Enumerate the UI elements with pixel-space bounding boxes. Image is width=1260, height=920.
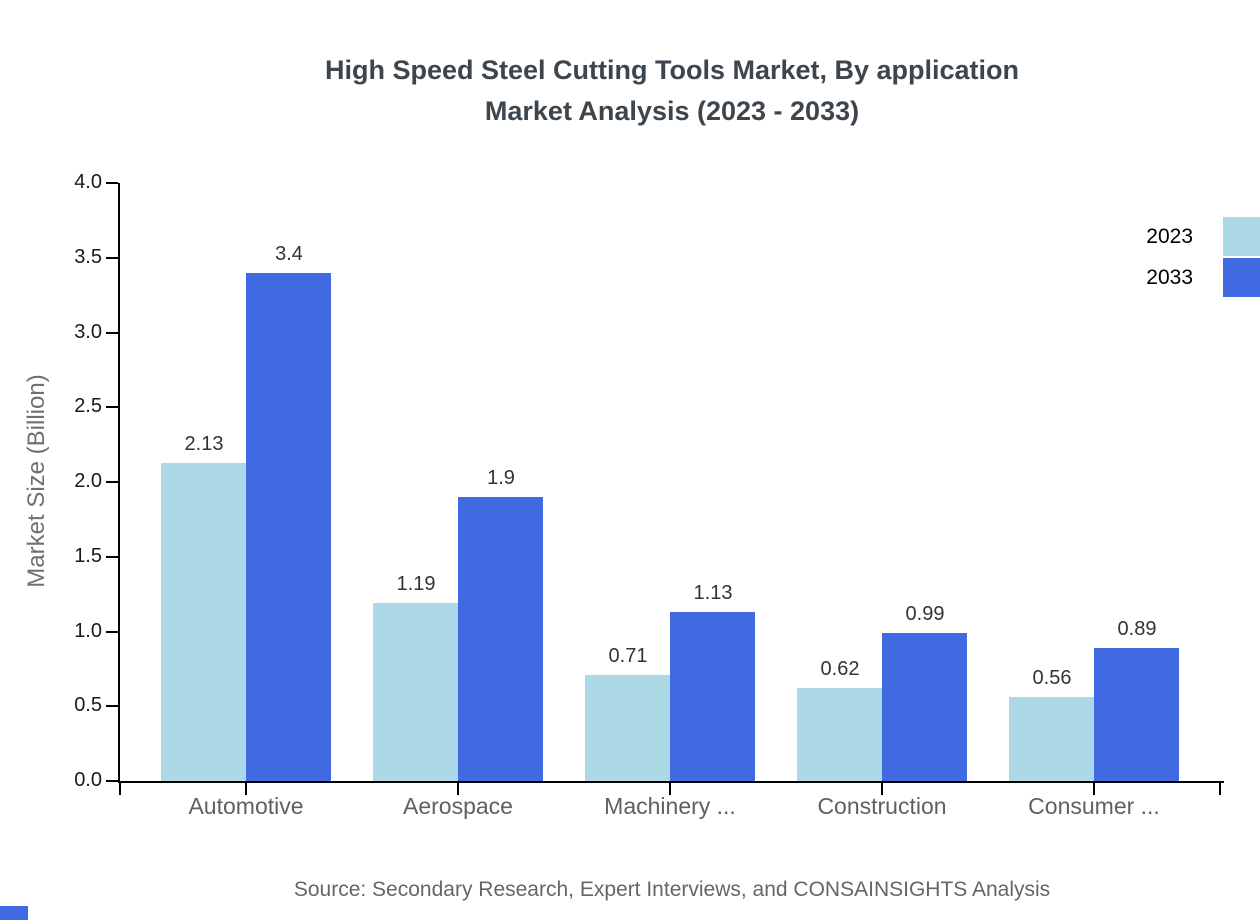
y-tick-label: 1.5	[74, 544, 102, 567]
category-label: Machinery ...	[604, 793, 736, 819]
y-tick-label: 0.5	[74, 694, 102, 717]
bar-2033-aerospace	[458, 497, 543, 781]
bar-2033-automotive	[246, 273, 331, 781]
bar-2033-consumer	[1094, 648, 1179, 781]
y-tick-label: 3.5	[74, 245, 102, 268]
bar-2023-machinery	[585, 675, 670, 781]
bar-2023-construction	[797, 688, 882, 781]
bar-value-label: 2.13	[184, 433, 224, 455]
corner-accent-mark	[0, 906, 28, 920]
y-tick-label: 2.5	[74, 395, 102, 418]
bar-2023-aerospace	[373, 603, 458, 781]
bar-value-label: 1.13	[693, 582, 733, 604]
x-tick	[457, 783, 459, 795]
y-tick	[106, 780, 118, 782]
x-axis-line	[118, 781, 1224, 783]
bar-2023-consumer	[1009, 697, 1094, 781]
bar-value-label: 1.19	[396, 573, 436, 595]
y-tick-label: 3.0	[74, 320, 102, 343]
bar-value-label: 1.9	[487, 467, 515, 489]
y-tick	[106, 406, 118, 409]
y-tick	[106, 182, 118, 184]
bar-2023-automotive	[161, 463, 246, 781]
bar-value-label: 0.89	[1117, 618, 1157, 640]
chart-title-line1: High Speed Steel Cutting Tools Market, B…	[324, 55, 1020, 85]
x-tick	[1093, 783, 1095, 795]
bar-2033-machinery	[670, 612, 755, 781]
x-tick	[119, 783, 121, 795]
y-tick-label: 1.0	[74, 619, 102, 642]
y-tick	[106, 555, 118, 558]
legend-row-2033: 2033	[1146, 258, 1260, 297]
x-tick	[669, 783, 671, 795]
legend-label-2023: 2023	[1146, 224, 1193, 248]
y-tick-label: 4.0	[74, 171, 102, 193]
y-tick	[106, 256, 118, 259]
bar-value-label: 0.62	[820, 658, 860, 680]
bar-value-label: 3.4	[275, 243, 303, 265]
legend-swatch-2033	[1223, 258, 1260, 297]
chart-title: High Speed Steel Cutting Tools Market, B…	[120, 50, 1224, 132]
bar-value-label: 0.71	[608, 645, 648, 667]
bar-2033-construction	[882, 633, 967, 781]
bar-value-label: 0.56	[1032, 667, 1072, 689]
source-note: Source: Secondary Research, Expert Inter…	[293, 878, 1051, 901]
legend-swatch-2023	[1223, 217, 1260, 256]
bar-value-label: 0.99	[905, 603, 945, 625]
y-tick-label: 2.0	[74, 470, 102, 492]
y-tick	[106, 705, 118, 708]
x-tick	[881, 783, 883, 795]
category-label: Construction	[817, 793, 947, 819]
category-label: Automotive	[188, 793, 304, 819]
x-tick	[245, 783, 247, 795]
category-label: Aerospace	[403, 793, 513, 819]
y-tick	[106, 481, 118, 483]
legend-row-2023: 2023	[1146, 217, 1260, 256]
y-tick	[106, 630, 118, 633]
y-tick-label: 0.0	[74, 769, 102, 791]
legend-label-2033: 2033	[1146, 265, 1193, 289]
y-tick	[106, 331, 118, 334]
y-axis-line	[118, 183, 120, 783]
chart-title-line2: Market Analysis (2023 - 2033)	[484, 96, 860, 126]
x-tick	[1219, 783, 1221, 795]
chart-legend: 2023 2033	[1146, 217, 1260, 297]
category-label: Consumer ...	[1028, 793, 1160, 819]
